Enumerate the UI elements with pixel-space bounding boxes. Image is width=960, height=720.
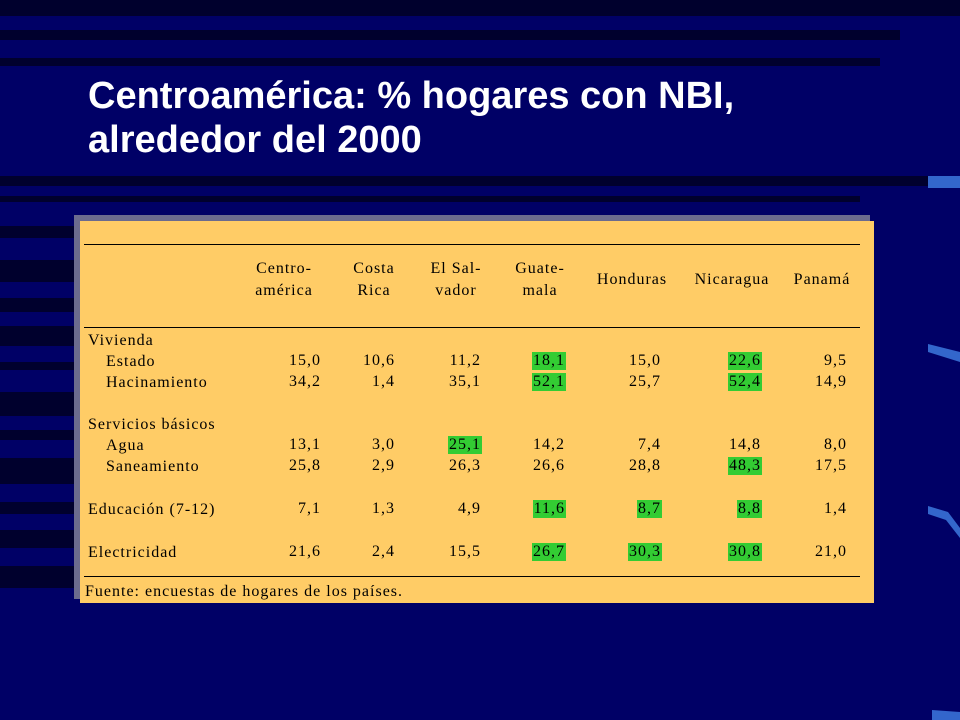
table-cell: 4,9	[458, 500, 481, 517]
table-cell: 13,1	[289, 436, 321, 453]
table-cell: 34,2	[289, 373, 321, 390]
table-cell: 1,4	[372, 373, 395, 390]
table-cell: 21,6	[289, 543, 321, 560]
col-header-honduras: Honduras	[584, 269, 680, 291]
slide-title: Centroamérica: % hogares con NBI, alrede…	[88, 74, 908, 162]
table-cell: 52,4	[728, 373, 762, 391]
row-label-estado: Estado	[106, 353, 156, 370]
table-cell: 15,5	[449, 543, 481, 560]
section-label-vivienda: Vivienda	[88, 332, 154, 349]
row-label-electricidad: Electricidad	[88, 544, 178, 561]
table-cell: 7,4	[638, 436, 661, 453]
col-header-line: Nicaragua	[694, 271, 770, 288]
table-cell: 52,1	[532, 373, 566, 391]
col-header-line: Costa	[353, 260, 395, 277]
table-cell: 21,0	[815, 543, 847, 560]
col-header-line: Honduras	[596, 271, 668, 288]
table-cell: 11,2	[449, 352, 481, 369]
col-header-line: El Sal-	[430, 260, 482, 277]
table-cell: 26,3	[449, 457, 481, 474]
table-cell: 9,5	[824, 352, 847, 369]
table-cell: 8,0	[824, 436, 847, 453]
table-cell: 10,6	[363, 352, 395, 369]
col-header-nicaragua: Nicaragua	[684, 269, 780, 291]
table-cell: 2,4	[372, 543, 395, 560]
col-header-line: Centro-	[256, 260, 312, 277]
table-cell: 11,6	[532, 500, 566, 518]
table-cell: 26,6	[533, 457, 565, 474]
header-divider	[84, 327, 860, 328]
data-table: Centro- américa Costa Rica El Sal- vador…	[80, 221, 874, 603]
table-frame: Centro- américa Costa Rica El Sal- vador…	[84, 244, 860, 577]
col-header-panama: Panamá	[784, 269, 860, 291]
col-header-line: américa	[255, 282, 313, 299]
col-header-costa-rica: Costa Rica	[334, 258, 414, 302]
col-header-line: Guate-	[515, 260, 565, 277]
col-header-line: mala	[522, 282, 558, 299]
table-cell: 17,5	[815, 457, 847, 474]
table-cell: 25,1	[448, 436, 482, 454]
col-header-line: vador	[435, 282, 477, 299]
table-cell: 30,8	[728, 543, 762, 561]
table-cell: 3,0	[372, 436, 395, 453]
slide-title-line-2: alrededor del 2000	[88, 119, 422, 161]
col-header-centroamerica: Centro- américa	[244, 258, 324, 302]
col-header-el-salvador: El Sal- vador	[416, 258, 496, 302]
table-cell: 7,1	[298, 500, 321, 517]
table-cell: 14,2	[533, 436, 565, 453]
table-cell: 25,8	[289, 457, 321, 474]
table-cell: 48,3	[728, 457, 762, 475]
table-cell: 8,7	[637, 500, 662, 518]
table-cell: 2,9	[372, 457, 395, 474]
table-cell: 14,8	[729, 436, 761, 453]
row-label-hacinamiento: Hacinamiento	[106, 374, 208, 391]
table-cell: 22,6	[728, 352, 762, 370]
table-cell: 8,8	[737, 500, 762, 518]
table-cell: 15,0	[289, 352, 321, 369]
row-label-agua: Agua	[106, 437, 145, 454]
table-cell: 25,7	[629, 373, 661, 390]
row-label-educacion: Educación (7-12)	[88, 501, 216, 518]
table-cell: 28,8	[629, 457, 661, 474]
table-cell: 18,1	[532, 352, 566, 370]
col-header-line: Rica	[357, 282, 391, 299]
table-cell: 1,3	[372, 500, 395, 517]
section-label-servicios-basicos: Servicios básicos	[88, 416, 216, 433]
table-cell: 35,1	[449, 373, 481, 390]
row-label-saneamiento: Saneamiento	[106, 458, 200, 475]
table-cell: 30,3	[628, 543, 662, 561]
table-cell: 26,7	[532, 543, 566, 561]
col-header-guatemala: Guate- mala	[500, 258, 580, 302]
col-header-line: Panamá	[793, 271, 851, 288]
table-cell: 14,9	[815, 373, 847, 390]
source-note: Fuente: encuestas de hogares de los país…	[85, 583, 404, 600]
table-cell: 1,4	[824, 500, 847, 517]
slide-title-line-1: Centroamérica: % hogares con NBI,	[88, 75, 735, 117]
table-cell: 15,0	[629, 352, 661, 369]
